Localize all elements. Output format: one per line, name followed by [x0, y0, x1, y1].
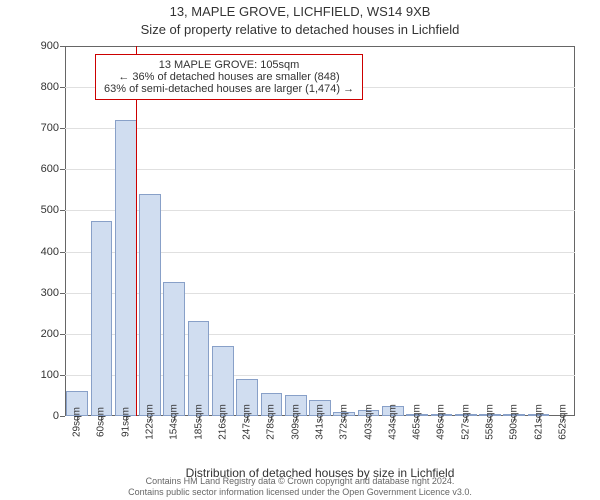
ytick-label: 200	[41, 328, 59, 340]
xtick-label: 341sqm	[315, 404, 326, 440]
xtick-label: 403sqm	[363, 404, 374, 440]
ytick-label: 500	[41, 204, 59, 216]
xtick-label: 247sqm	[242, 404, 253, 440]
annotation-line1: 13 MAPLE GROVE: 105sqm	[104, 59, 354, 71]
gridline	[65, 128, 575, 129]
xtick-label: 558sqm	[485, 404, 496, 440]
annotation-line2: ← 36% of detached houses are smaller (84…	[104, 71, 354, 83]
xtick-label: 91sqm	[120, 407, 131, 437]
ytick-label: 600	[41, 163, 59, 175]
ytick-mark	[60, 416, 65, 417]
ytick-label: 400	[41, 246, 59, 258]
annotation-line3: 63% of semi-detached houses are larger (…	[104, 83, 354, 95]
ytick-mark	[60, 293, 65, 294]
xtick-label: 652sqm	[557, 404, 568, 440]
ytick-mark	[60, 87, 65, 88]
annotation-box: 13 MAPLE GROVE: 105sqm← 36% of detached …	[95, 54, 363, 100]
ytick-mark	[60, 334, 65, 335]
chart-container: 13, MAPLE GROVE, LICHFIELD, WS14 9XB Siz…	[0, 0, 600, 500]
xtick-label: 185sqm	[193, 404, 204, 440]
ytick-label: 900	[41, 40, 59, 52]
histogram-bar	[163, 282, 185, 416]
ytick-label: 300	[41, 287, 59, 299]
ytick-mark	[60, 252, 65, 253]
xtick-label: 60sqm	[96, 407, 107, 437]
xtick-label: 372sqm	[339, 404, 350, 440]
xtick-label: 434sqm	[387, 404, 398, 440]
ytick-mark	[60, 128, 65, 129]
copyright-line1: Contains HM Land Registry data © Crown c…	[8, 476, 592, 487]
gridline	[65, 169, 575, 170]
xtick-label: 590sqm	[509, 404, 520, 440]
ytick-label: 100	[41, 369, 59, 381]
ytick-label: 700	[41, 122, 59, 134]
xtick-label: 154sqm	[169, 404, 180, 440]
xtick-label: 122sqm	[145, 404, 156, 440]
ytick-mark	[60, 169, 65, 170]
copyright-block: Contains HM Land Registry data © Crown c…	[8, 476, 592, 498]
ytick-mark	[60, 210, 65, 211]
xtick-label: 621sqm	[533, 404, 544, 440]
xtick-label: 216sqm	[217, 404, 228, 440]
xtick-label: 496sqm	[436, 404, 447, 440]
chart-title-line1: 13, MAPLE GROVE, LICHFIELD, WS14 9XB	[0, 4, 600, 19]
xtick-label: 465sqm	[412, 404, 423, 440]
chart-title-line2: Size of property relative to detached ho…	[0, 22, 600, 37]
marker-line	[136, 46, 137, 416]
ytick-label: 800	[41, 81, 59, 93]
xtick-label: 278sqm	[266, 404, 277, 440]
ytick-mark	[60, 46, 65, 47]
xtick-label: 527sqm	[460, 404, 471, 440]
ytick-mark	[60, 375, 65, 376]
xtick-label: 309sqm	[290, 404, 301, 440]
plot-area: 010020030040050060070080090029sqm60sqm91…	[65, 46, 575, 416]
histogram-bar	[188, 321, 210, 416]
copyright-line2: Contains public sector information licen…	[8, 487, 592, 498]
histogram-bar	[91, 221, 113, 416]
xtick-label: 29sqm	[72, 407, 83, 437]
histogram-bar	[115, 120, 137, 416]
ytick-label: 0	[53, 410, 59, 422]
histogram-bar	[139, 194, 161, 416]
